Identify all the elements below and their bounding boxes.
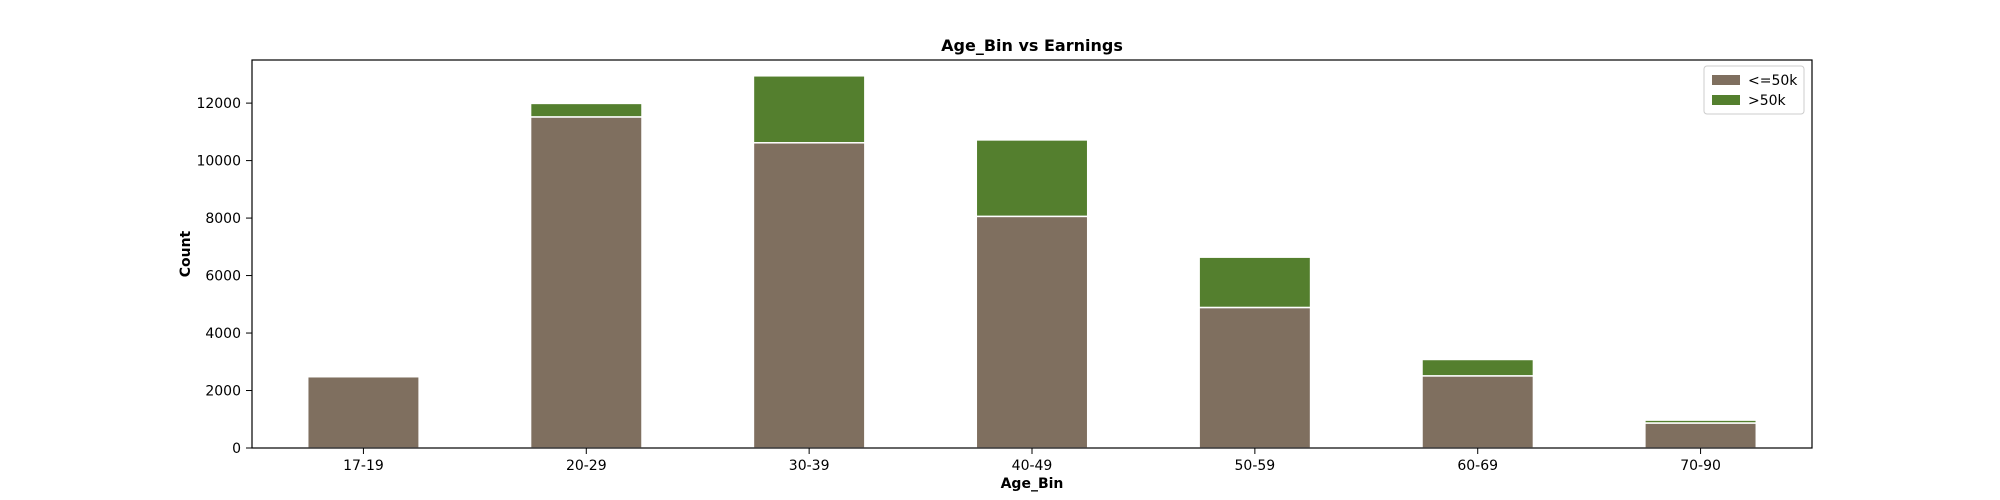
bar-gt50k-20-29 [529, 102, 643, 118]
y-tick-label: 10000 [196, 154, 241, 170]
x-tick-label: 40-49 [1012, 458, 1053, 474]
bar-le50k-60-69 [1421, 375, 1535, 449]
y-tick-label: 2000 [205, 384, 241, 400]
x-tick-label: 70-90 [1680, 458, 1721, 474]
y-tick-label: 0 [232, 441, 241, 457]
y-tick-label: 8000 [205, 211, 241, 227]
x-tick-label: 20-29 [566, 458, 607, 474]
x-tick-label: 17-19 [343, 458, 384, 474]
chart-title: Age_Bin vs Earnings [941, 36, 1123, 55]
y-tick-label: 6000 [205, 269, 241, 285]
y-axis-title: Count [178, 230, 194, 277]
x-tick-label: 60-69 [1457, 458, 1498, 474]
bars-layer [306, 75, 1758, 449]
legend-items: <=50k >50k [1712, 73, 1798, 109]
ticks-layer: 0 2000 4000 6000 8000 10000 12000 17-19 20-29 30-… [196, 96, 1720, 474]
x-tick-label: 50-59 [1235, 458, 1276, 474]
y-tick-label: 4000 [205, 326, 241, 342]
legend-swatch [1712, 95, 1740, 105]
bar-le50k-17-19 [306, 375, 420, 449]
bar-gt50k-70-90 [1644, 419, 1758, 424]
bar-le50k-40-49 [975, 215, 1089, 449]
bar-le50k-30-39 [752, 142, 866, 449]
x-axis-title: Age_Bin [1001, 476, 1064, 492]
bar-gt50k-60-69 [1421, 358, 1535, 377]
bar-le50k-20-29 [529, 116, 643, 449]
x-tick-label: 30-39 [789, 458, 830, 474]
legend-label: >50k [1748, 93, 1787, 109]
y-tick-label: 12000 [196, 96, 241, 112]
legend: <=50k >50k [1703, 65, 1805, 115]
bar-gt50k-40-49 [975, 139, 1089, 218]
bar-le50k-70-90 [1644, 422, 1758, 449]
bar-gt50k-50-59 [1198, 256, 1312, 309]
bar-le50k-50-59 [1198, 306, 1312, 449]
legend-label: <=50k [1748, 73, 1798, 89]
legend-swatch [1712, 75, 1740, 85]
bar-gt50k-30-39 [752, 75, 866, 144]
